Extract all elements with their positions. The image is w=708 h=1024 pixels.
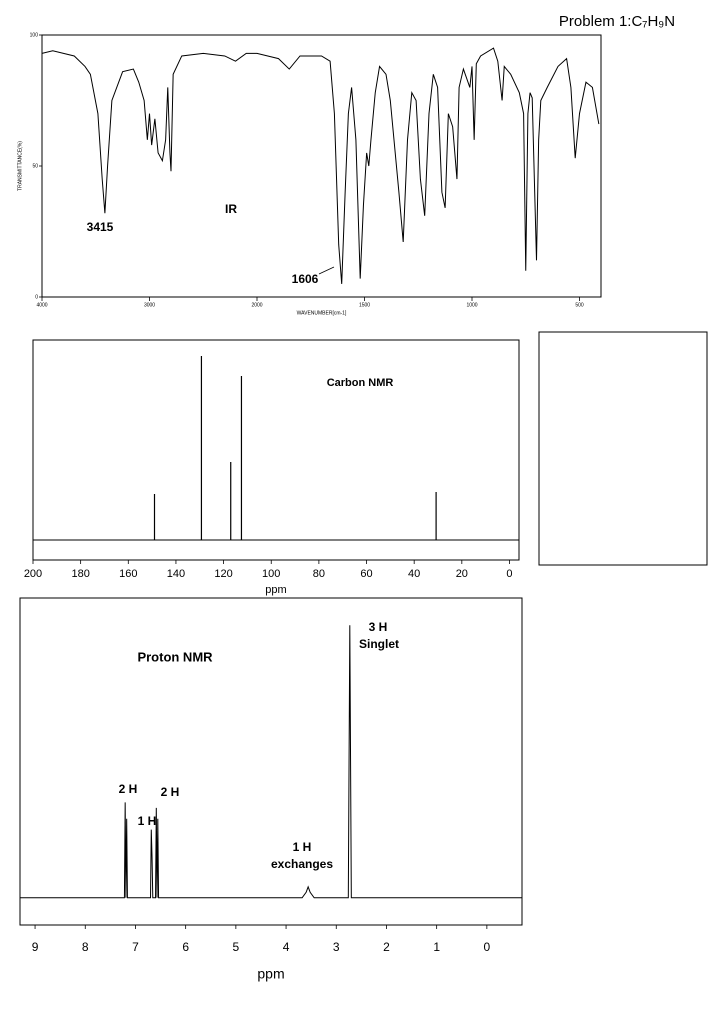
spectrum-label: Proton NMR [137,649,213,664]
y-tick-label: 100 [30,32,39,38]
x-tick-label: 20 [456,568,468,580]
x-tick-label: 80 [313,568,325,580]
x-tick-label: 500 [575,302,584,308]
peak-annotation: 2 H [119,782,138,796]
x-tick-label: 60 [360,568,372,580]
x-tick-label: 3000 [144,302,155,308]
x-tick-label: 8 [82,940,89,954]
x-tick-label: 4000 [36,302,47,308]
spectrum-trace [20,625,522,899]
plot-frame [41,34,602,298]
x-tick-label: 200 [24,568,42,580]
x-tick-label: 0 [484,940,491,954]
x-tick-label: 180 [71,568,89,580]
spectrum-trace [41,47,600,284]
x-tick-label: 3 [333,940,340,954]
x-tick-label: 160 [119,568,137,580]
x-tick-label: 120 [214,568,232,580]
plot-frame [19,597,523,926]
x-tick-label: 100 [262,568,280,580]
x-tick-label: 9 [32,940,39,954]
x-axis-label: WAVENUMBER[cm-1] [297,310,347,316]
x-tick-label: 1000 [466,302,477,308]
x-axis-label: ppm [257,966,284,982]
y-tick-label: 50 [32,163,38,169]
annotation-leader [318,266,335,275]
x-tick-label: 1500 [359,302,370,308]
spectrum-label: IR [225,202,237,216]
peak-annotation: 1 H [293,840,312,854]
problem-title: Problem 1:C₇H₉N [559,13,675,30]
x-tick-label: 1 [433,940,440,954]
y-axis-label: TRANSMITTANCE(%) [17,141,23,191]
x-tick-label: 140 [167,568,185,580]
spectrum-label: Carbon NMR [327,377,394,389]
peak-annotation: exchanges [271,857,333,871]
x-tick-label: 40 [408,568,420,580]
x-tick-label: 6 [182,940,189,954]
x-tick-label: 7 [132,940,139,954]
plot-frame [32,339,520,561]
x-tick-label: 2000 [251,302,262,308]
answer-box [538,331,708,566]
x-tick-label: 4 [283,940,290,954]
peak-annotation: 3415 [87,220,114,234]
peak-annotation: 1 H [138,814,157,828]
x-axis-label: ppm [265,584,286,596]
peak-annotation: 3 H [369,620,388,634]
x-tick-label: 5 [233,940,240,954]
x-tick-label: 2 [383,940,390,954]
y-tick-label: 0 [35,294,38,300]
x-tick-label: 0 [506,568,512,580]
peak-annotation: 1606 [292,272,319,286]
peak-annotation: 2 H [161,785,180,799]
peak-annotation: Singlet [359,637,399,651]
